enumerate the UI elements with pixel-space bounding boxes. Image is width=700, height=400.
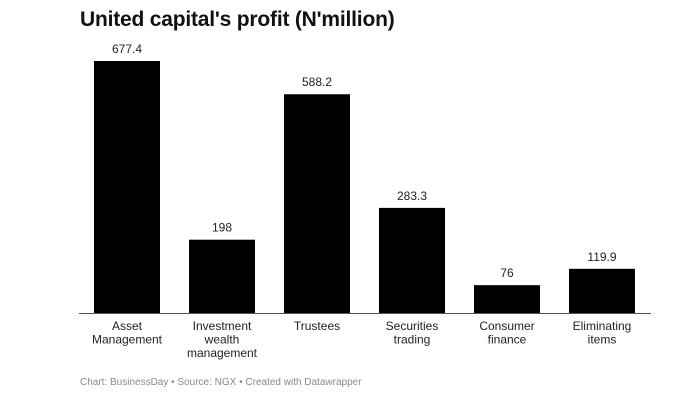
data-label: 198: [212, 221, 232, 235]
x-tick-label: trading: [394, 333, 431, 347]
bar: [284, 94, 350, 314]
x-tick-label: Trustees: [294, 319, 340, 333]
x-tick-label: wealth: [204, 333, 240, 347]
data-label: 677.4: [112, 42, 142, 56]
data-label: 283.3: [397, 189, 427, 203]
chart-title: United capital's profit (N'million): [80, 8, 395, 31]
data-label: 119.9: [587, 250, 616, 264]
x-tick-label: Consumer: [479, 319, 534, 333]
bar: [94, 61, 160, 314]
bar: [379, 207, 445, 314]
x-tick-label: Eliminating: [573, 319, 632, 333]
x-tick-label: Management: [92, 333, 163, 347]
x-tick-label: Securities: [386, 319, 439, 333]
data-label: 588.2: [302, 75, 332, 89]
bar: [474, 285, 540, 314]
bar: [569, 268, 635, 314]
x-tick-label: Investment: [193, 319, 252, 333]
data-label: 76: [500, 266, 514, 280]
x-tick-label: management: [187, 346, 258, 360]
bar: [189, 239, 255, 314]
chart-footer: Chart: BusinessDay • Source: NGX • Creat…: [80, 377, 362, 388]
x-tick-label: Asset: [112, 319, 143, 333]
x-tick-label: items: [588, 333, 617, 347]
x-tick-label: finance: [488, 333, 527, 347]
